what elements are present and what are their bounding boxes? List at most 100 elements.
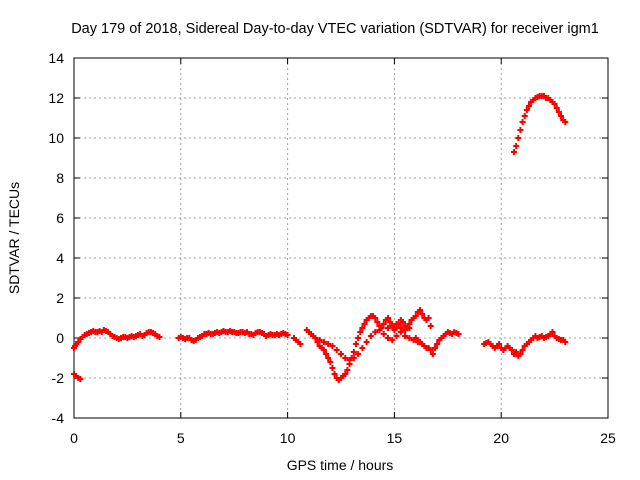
data-point [325,355,332,361]
data-point [384,335,391,341]
data-point [77,376,84,382]
data-point [397,325,404,331]
data-point [329,343,336,349]
data-point [511,149,518,155]
data-point [427,323,434,329]
data-point [551,101,558,107]
data-point [333,347,340,353]
data-point [419,311,426,317]
data-point [284,332,291,338]
data-point [327,359,334,365]
y-tick-label: 10 [48,130,64,146]
data-point [562,119,569,125]
x-tick-label: 20 [493,430,509,446]
y-tick-label: 0 [56,330,64,346]
data-point [380,321,387,327]
data-point [323,351,330,357]
y-tick-label: 4 [56,250,64,266]
data-point [380,331,387,337]
x-axis-label: GPS time / hours [287,457,394,473]
data-point [316,337,323,343]
data-point [367,333,374,339]
data-point [156,334,163,340]
data-point [329,365,336,371]
data-point [393,321,400,327]
data-point [521,113,528,119]
data-point [374,319,381,325]
data-point [355,351,362,357]
data-point [429,351,436,357]
data-point [376,327,383,333]
data-point [384,325,391,331]
data-point [331,371,338,377]
data-point [350,349,357,355]
x-tick-label: 25 [600,430,616,446]
data-point [297,341,304,347]
y-tick-label: 14 [48,50,64,66]
data-point [508,347,515,353]
y-tick-label: -4 [52,410,65,426]
data-point [359,345,366,351]
data-point [519,119,526,125]
data-point [434,341,441,347]
y-tick-label: 8 [56,170,64,186]
data-point [515,135,522,141]
data-point [431,345,438,351]
data-point [346,357,353,363]
data-point [525,103,532,109]
data-point [455,331,462,337]
data-point [384,315,391,321]
chart-title: Day 179 of 2018, Sidereal Day-to-day VTE… [71,21,599,37]
y-axis-label: SDTVAR / TECUs [6,182,22,294]
y-tick-label: 6 [56,210,64,226]
data-point [427,347,434,353]
data-point [523,107,530,113]
data-point [513,349,520,355]
data-point [417,307,424,313]
data-point [350,355,357,361]
data-point [342,355,349,361]
y-axis: -4 -2 0 2 4 6 8 10 12 14 [48,50,608,426]
x-tick-label: 0 [70,430,78,446]
y-tick-label: 12 [48,90,64,106]
x-tick-label: 10 [280,430,296,446]
data-point [363,339,370,345]
data-point [389,337,396,343]
x-tick-label: 15 [387,430,403,446]
data-point [361,321,368,327]
data-point [513,143,520,149]
data-point [402,333,409,339]
data-point [357,329,364,335]
data-point [342,371,349,377]
data-series [71,93,569,383]
y-tick-label: 2 [56,290,64,306]
x-tick-label: 5 [177,430,185,446]
data-point [320,347,327,353]
data-point [352,341,359,347]
data-point [549,329,556,335]
data-point [399,319,406,325]
grid [74,58,608,418]
data-point [372,329,379,335]
data-point [372,315,379,321]
data-point [325,341,332,347]
data-point [412,313,419,319]
data-point [517,351,524,357]
data-point [406,335,413,341]
data-point [359,325,366,331]
y-tick-label: -2 [52,370,65,386]
data-point [312,335,319,341]
data-point [562,339,569,345]
data-point [344,367,351,373]
data-point [558,113,565,119]
data-point [553,105,560,111]
data-point [402,327,409,333]
data-point [355,335,362,341]
data-point [406,325,413,331]
data-point [320,339,327,345]
data-point [555,109,562,115]
data-point [519,347,526,353]
plot-border [73,57,609,419]
data-point [338,351,344,357]
